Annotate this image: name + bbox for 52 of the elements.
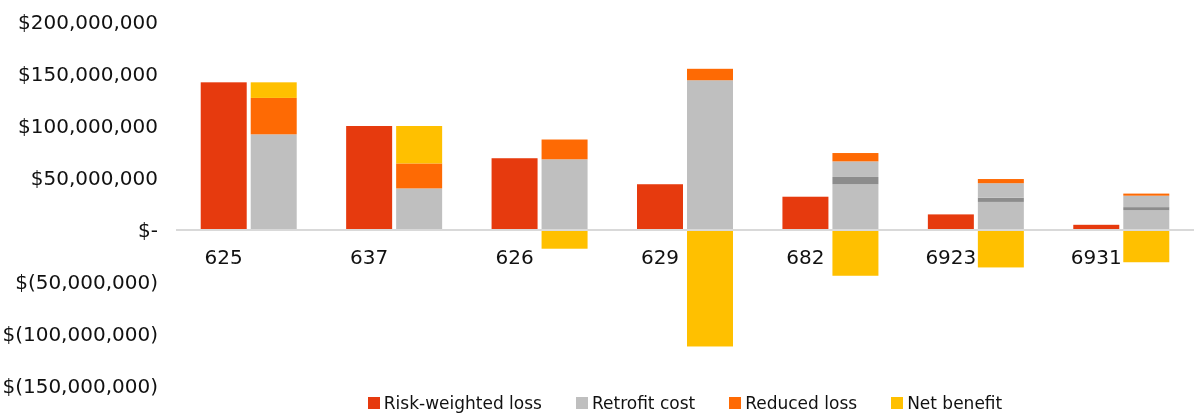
bar [250,82,297,98]
bar [541,159,588,230]
bar [832,230,879,276]
bar [491,158,538,230]
bar [832,153,879,162]
bar [1123,210,1170,230]
x-tick-label: 682 [786,245,825,269]
bar [977,179,1024,184]
bar [200,82,247,230]
bar [832,176,879,185]
bar [396,188,443,230]
y-tick-label: $100,000,000 [18,114,158,139]
bar [687,68,733,81]
x-tick-label: 6923 [925,245,977,269]
bar [396,163,443,189]
bar [1123,207,1170,211]
bar [927,214,974,230]
x-tick-label: 6931 [1070,245,1122,269]
bar [637,184,683,230]
bar [541,230,588,249]
y-tick-label: $150,000,000 [18,62,158,87]
y-tick-label: $- [138,218,158,243]
y-tick-label: $(150,000,000) [2,374,158,399]
legend-label: Net benefit [907,393,1003,413]
bar [832,161,879,177]
legend-label: Reduced loss [745,393,858,413]
x-tick-label: 637 [350,245,389,269]
bar [541,139,588,160]
bar [782,196,829,230]
bar [346,126,393,230]
bar [687,230,733,347]
y-tick-label: $(50,000,000) [15,270,158,295]
bar [977,197,1024,202]
bar [977,183,1024,198]
y-tick-label: $200,000,000 [18,10,158,35]
y-tick-label: $50,000,000 [30,166,158,191]
bar [250,134,297,230]
bar [250,97,297,135]
y-tick-label: $(100,000,000) [2,322,158,347]
x-tick-label: 625 [204,245,243,269]
legend-label: Risk-weighted loss [383,393,542,413]
bar [687,80,733,230]
bar [396,126,443,164]
bar [832,184,879,230]
bar [1123,230,1170,263]
x-tick-label: 629 [640,245,680,269]
x-tick-label: 626 [495,245,534,269]
bar [977,230,1024,268]
bar [977,201,1024,230]
bar [1123,193,1170,196]
legend-label: Retrofit cost [591,393,696,413]
bar [1123,195,1170,208]
